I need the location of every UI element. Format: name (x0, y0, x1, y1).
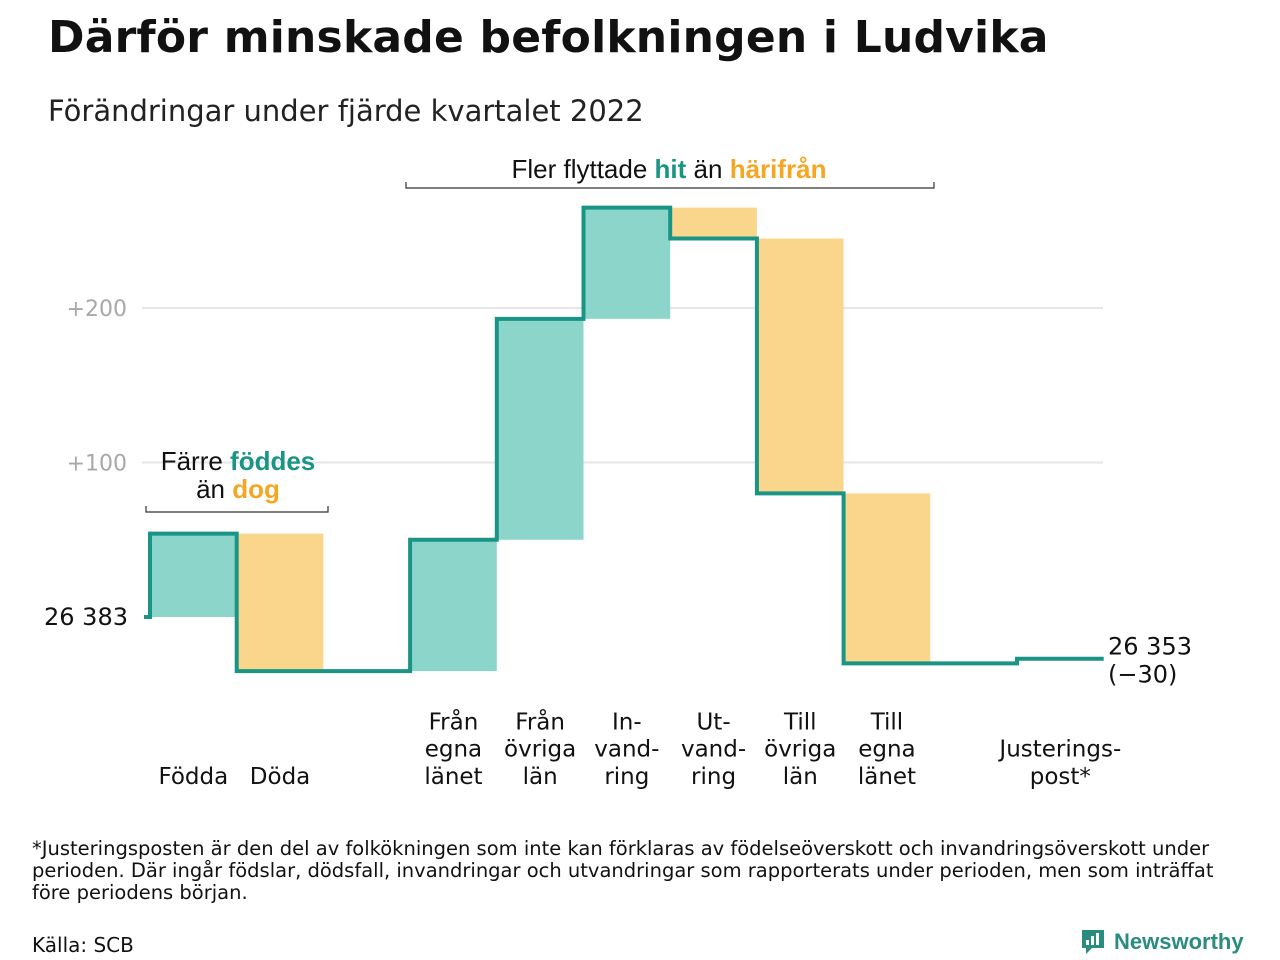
brand-name: Newsworthy (1114, 929, 1244, 954)
waterfall-bar (410, 539, 497, 672)
category-label: Döda (250, 764, 310, 790)
annotation-births-bracket (145, 506, 329, 513)
category-label: post* (1030, 764, 1091, 790)
category-label: Från (429, 707, 479, 735)
waterfall-bar (756, 238, 844, 494)
category-label: län (523, 764, 558, 790)
category-label: egna (425, 737, 482, 763)
category-label: Till (870, 709, 904, 735)
y-tick-label: +200 (67, 297, 127, 322)
end-value-label: 26 353 (1108, 633, 1192, 661)
category-label: ring (691, 764, 736, 790)
category-label: län (783, 764, 818, 790)
y-tick-label: +100 (67, 452, 127, 477)
chart-title: Därför minskade befolkningen i Ludvika (48, 12, 1049, 63)
category-label: Till (783, 709, 817, 735)
category-label: övriga (764, 737, 836, 763)
category-label: övriga (504, 737, 576, 763)
category-label: ring (604, 764, 649, 790)
newsworthy-logo[interactable]: Newsworthy (1080, 926, 1244, 958)
category-label: Justerings- (997, 737, 1121, 763)
annotation-births-line1: Färre föddes (161, 446, 316, 476)
annotation-births-line2: än dog (196, 474, 280, 504)
waterfall-bar (670, 207, 757, 239)
annotation-migration-bracket (405, 182, 935, 189)
start-value-label: 26 383 (44, 603, 128, 631)
waterfall-bar (150, 533, 237, 617)
category-label: Från (515, 707, 565, 735)
annotation-migration: Fler flyttade hit än härifrån (511, 154, 826, 184)
category-label: vand- (594, 737, 659, 763)
newsworthy-logo-icon (1082, 930, 1104, 954)
waterfall-bar (496, 318, 584, 540)
waterfall-bar (843, 493, 931, 664)
chart-subtitle: Förändringar under fjärde kvartalet 2022 (48, 94, 644, 128)
category-label: länet (858, 764, 916, 790)
category-label: Födda (158, 764, 228, 790)
category-label: länet (424, 764, 482, 790)
source-label: Källa: SCB (32, 933, 134, 957)
category-label: In- (612, 709, 642, 735)
category-label: egna (858, 737, 915, 763)
waterfall-bar (583, 207, 671, 319)
waterfall-bar (236, 533, 324, 672)
end-change-label: (−30) (1108, 661, 1177, 689)
cumulative-step-line (144, 205, 1104, 674)
footnote: *Justeringsposten är den del av folkökni… (32, 837, 1214, 904)
category-label: Ut- (696, 709, 730, 735)
category-label: vand- (681, 737, 746, 763)
